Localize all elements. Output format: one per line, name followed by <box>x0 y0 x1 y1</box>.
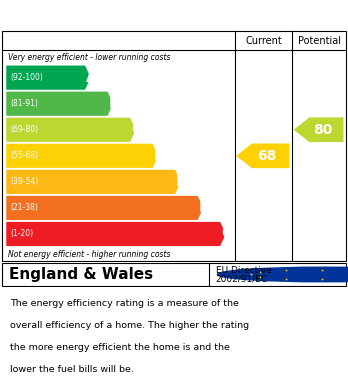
Polygon shape <box>6 170 181 194</box>
Polygon shape <box>6 118 136 142</box>
Text: (81-91): (81-91) <box>10 99 38 108</box>
Text: Current: Current <box>245 36 282 45</box>
Text: Potential: Potential <box>298 36 341 45</box>
Polygon shape <box>6 196 203 220</box>
Text: C: C <box>131 122 142 137</box>
Text: G: G <box>221 226 234 242</box>
Text: lower the fuel bills will be.: lower the fuel bills will be. <box>10 365 134 374</box>
Text: B: B <box>108 96 120 111</box>
Text: 80: 80 <box>313 123 332 137</box>
Text: Energy Efficiency Rating: Energy Efficiency Rating <box>69 7 279 22</box>
Text: (1-20): (1-20) <box>10 230 33 239</box>
Text: Very energy efficient - lower running costs: Very energy efficient - lower running co… <box>8 53 170 62</box>
Text: (55-68): (55-68) <box>10 151 39 160</box>
Text: the more energy efficient the home is and the: the more energy efficient the home is an… <box>10 343 230 352</box>
Circle shape <box>218 267 348 282</box>
Text: 68: 68 <box>258 149 277 163</box>
Polygon shape <box>236 143 290 168</box>
Polygon shape <box>294 117 343 142</box>
Text: The energy efficiency rating is a measure of the: The energy efficiency rating is a measur… <box>10 299 239 308</box>
Text: England & Wales: England & Wales <box>9 267 153 282</box>
Text: (69-80): (69-80) <box>10 125 39 134</box>
Text: overall efficiency of a home. The higher the rating: overall efficiency of a home. The higher… <box>10 321 250 330</box>
Text: A: A <box>86 70 97 85</box>
Polygon shape <box>6 91 113 116</box>
Polygon shape <box>6 222 226 246</box>
Text: F: F <box>198 201 209 215</box>
Text: (21-38): (21-38) <box>10 203 38 212</box>
Text: D: D <box>153 148 166 163</box>
Text: 2002/91/EC: 2002/91/EC <box>216 274 268 283</box>
Text: (92-100): (92-100) <box>10 73 43 82</box>
Text: E: E <box>176 174 186 189</box>
Polygon shape <box>6 144 158 168</box>
Text: EU Directive: EU Directive <box>216 266 272 275</box>
Text: Not energy efficient - higher running costs: Not energy efficient - higher running co… <box>8 250 170 259</box>
Text: (39-54): (39-54) <box>10 178 39 187</box>
Polygon shape <box>6 66 90 90</box>
